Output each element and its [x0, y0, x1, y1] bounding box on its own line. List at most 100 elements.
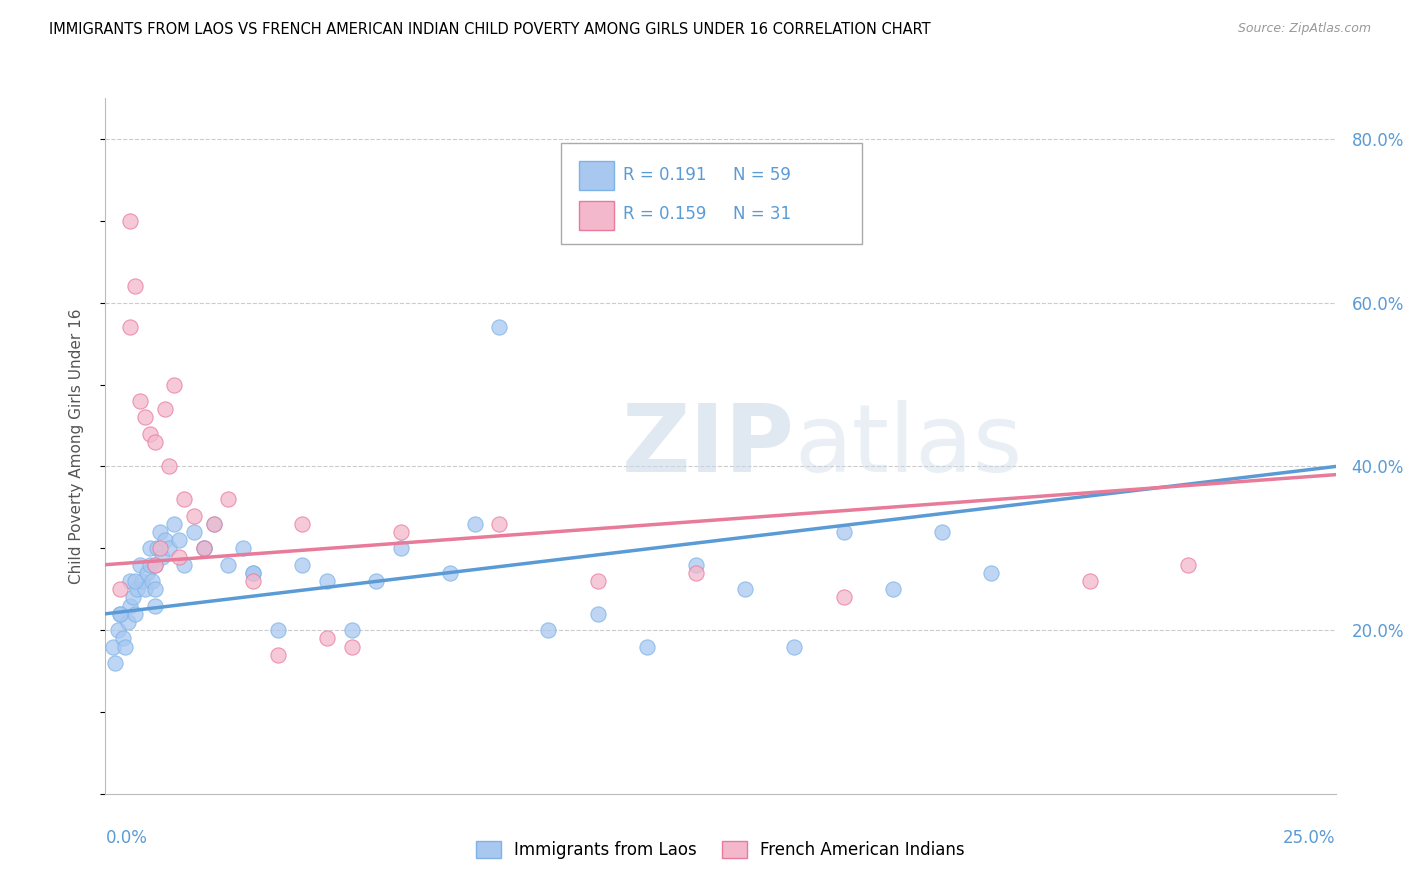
Point — [464, 516, 486, 531]
Point — [139, 426, 162, 441]
Point — [121, 591, 143, 605]
Point — [131, 574, 153, 588]
Point — [389, 541, 412, 556]
Point — [242, 574, 264, 588]
Point — [101, 640, 124, 654]
Point — [586, 607, 609, 621]
Point — [882, 582, 904, 597]
Text: 25.0%: 25.0% — [1284, 829, 1336, 847]
Point — [586, 574, 609, 588]
Point — [143, 599, 166, 613]
Point — [153, 402, 176, 417]
Point — [159, 541, 181, 556]
Point — [202, 516, 225, 531]
Point — [340, 640, 363, 654]
Point — [488, 516, 510, 531]
Point — [218, 492, 240, 507]
Point — [173, 558, 195, 572]
Point — [169, 533, 191, 548]
Point — [111, 632, 134, 646]
Point — [832, 591, 855, 605]
Point — [139, 541, 162, 556]
Point — [146, 541, 169, 556]
Point — [183, 524, 205, 539]
Point — [129, 558, 152, 572]
Point — [124, 279, 146, 293]
Legend: Immigrants from Laos, French American Indians: Immigrants from Laos, French American In… — [470, 834, 972, 865]
Point — [340, 623, 363, 637]
Point — [110, 607, 132, 621]
Point — [124, 607, 146, 621]
Point — [218, 558, 240, 572]
Point — [149, 541, 172, 556]
Point — [488, 320, 510, 334]
Point — [124, 574, 146, 588]
Point — [150, 549, 173, 564]
Point — [202, 516, 225, 531]
Point — [159, 459, 181, 474]
Text: atlas: atlas — [794, 400, 1022, 492]
Point — [120, 574, 141, 588]
Point — [134, 582, 156, 597]
Point — [120, 214, 141, 228]
Point — [439, 566, 461, 580]
Text: IMMIGRANTS FROM LAOS VS FRENCH AMERICAN INDIAN CHILD POVERTY AMONG GIRLS UNDER 1: IMMIGRANTS FROM LAOS VS FRENCH AMERICAN … — [49, 22, 931, 37]
Point — [242, 566, 264, 580]
Point — [232, 541, 254, 556]
Point — [139, 558, 162, 572]
Point — [127, 582, 149, 597]
Point — [104, 656, 127, 670]
Point — [163, 377, 186, 392]
Point — [315, 632, 337, 646]
Point — [107, 623, 129, 637]
Point — [120, 599, 141, 613]
Point — [267, 648, 290, 662]
Point — [636, 640, 658, 654]
Point — [193, 541, 215, 556]
Point — [129, 394, 152, 409]
FancyBboxPatch shape — [561, 144, 862, 244]
Point — [291, 516, 314, 531]
Point — [117, 615, 139, 629]
Point — [193, 541, 215, 556]
Bar — [579, 161, 613, 190]
Point — [169, 549, 191, 564]
Point — [537, 623, 560, 637]
Point — [143, 558, 166, 572]
Text: N = 59: N = 59 — [733, 166, 790, 184]
Point — [143, 582, 166, 597]
Point — [183, 508, 205, 523]
Point — [389, 524, 412, 539]
Point — [153, 533, 176, 548]
Point — [163, 516, 186, 531]
Text: Source: ZipAtlas.com: Source: ZipAtlas.com — [1237, 22, 1371, 36]
Point — [149, 524, 172, 539]
Text: R = 0.159: R = 0.159 — [623, 205, 707, 224]
Point — [1177, 558, 1199, 572]
Point — [783, 640, 806, 654]
Point — [193, 541, 215, 556]
Text: N = 31: N = 31 — [733, 205, 792, 224]
Point — [136, 566, 159, 580]
Point — [366, 574, 388, 588]
Point — [134, 410, 156, 425]
Point — [1078, 574, 1101, 588]
Point — [685, 558, 707, 572]
Point — [110, 582, 132, 597]
Point — [832, 524, 855, 539]
Point — [291, 558, 314, 572]
Point — [315, 574, 337, 588]
Text: 0.0%: 0.0% — [105, 829, 148, 847]
Point — [931, 524, 953, 539]
Y-axis label: Child Poverty Among Girls Under 16: Child Poverty Among Girls Under 16 — [69, 309, 84, 583]
Text: R = 0.191: R = 0.191 — [623, 166, 707, 184]
Text: ZIP: ZIP — [621, 400, 794, 492]
Point — [114, 640, 136, 654]
Point — [143, 558, 166, 572]
Point — [143, 434, 166, 449]
Point — [120, 320, 141, 334]
Point — [242, 566, 264, 580]
Point — [685, 566, 707, 580]
Bar — [579, 201, 613, 230]
Point — [734, 582, 756, 597]
